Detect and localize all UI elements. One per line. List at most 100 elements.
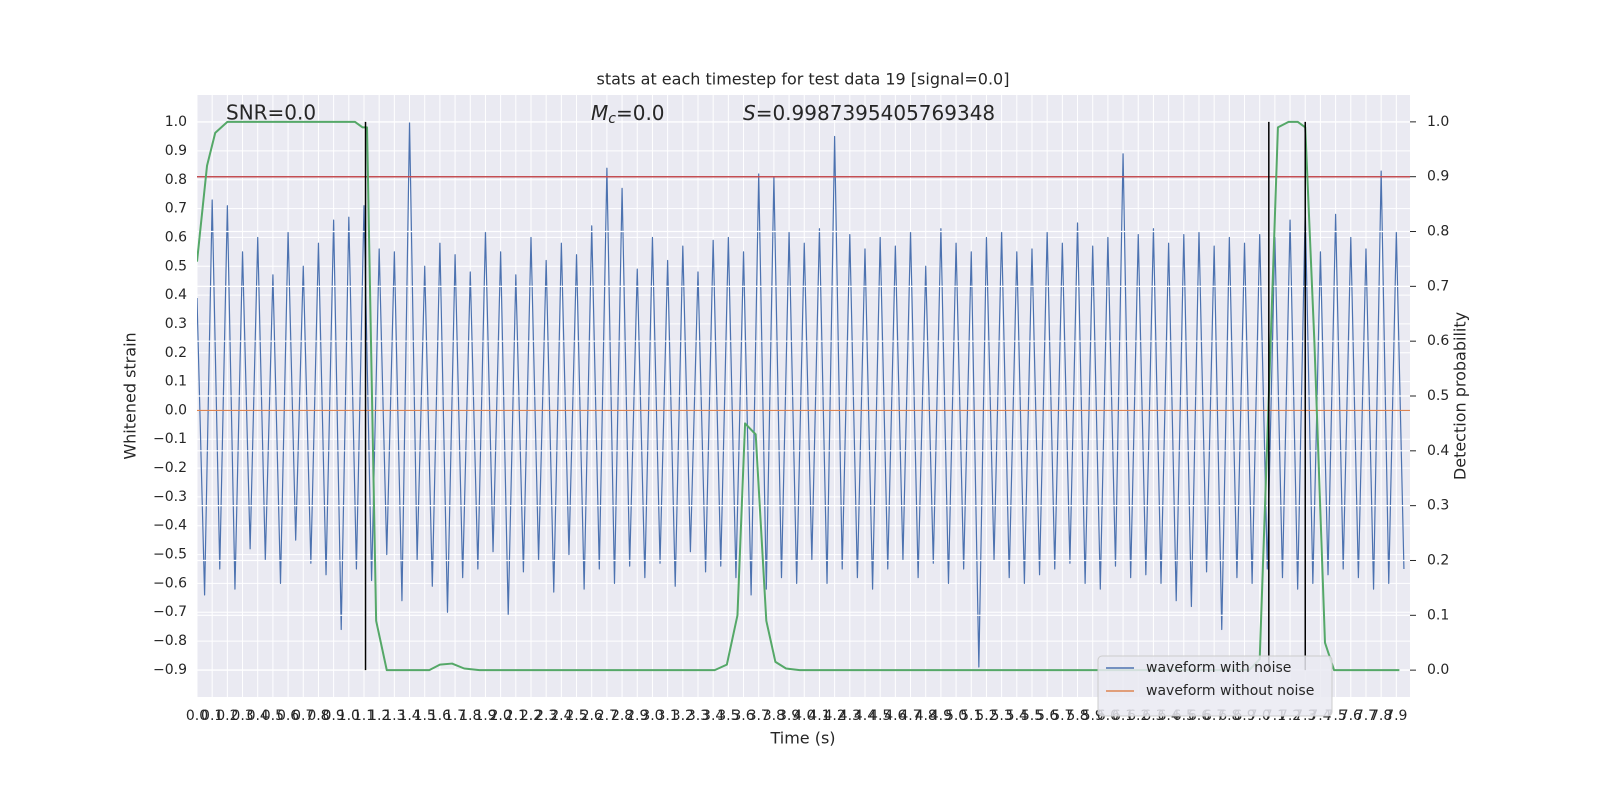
y2-tick-label: 0.7 — [1427, 278, 1449, 294]
y2-tick-label: 0.4 — [1427, 443, 1449, 459]
y-tick-label: −0.3 — [153, 489, 187, 505]
x-tick-label: 3.4 — [702, 708, 724, 724]
y2-tick-label: 0.3 — [1427, 498, 1449, 514]
y-tick-label: −0.5 — [153, 547, 187, 563]
annotation-subscript: c — [608, 111, 616, 127]
series-line — [197, 121, 1405, 668]
x-tick-label: 3.6 — [732, 708, 754, 724]
annotation-text: =0.9987395405769348 — [756, 101, 995, 125]
x-tick-label: 0.8 — [307, 708, 329, 724]
y-tick-label: −0.2 — [153, 460, 187, 476]
y2-tick-label: 0.0 — [1427, 662, 1449, 678]
x-tick-label: 3.5 — [717, 708, 739, 724]
x-axis-label: Time (s) — [769, 729, 835, 748]
x-tick-label: 1.5 — [414, 708, 436, 724]
y-tick-label: −0.8 — [153, 633, 187, 649]
x-tick-label: 1.3 — [383, 708, 405, 724]
x-tick-label: 5.7 — [1051, 708, 1073, 724]
y2-tick-label: 0.9 — [1427, 169, 1449, 185]
x-tick-label: 0.7 — [292, 708, 314, 724]
x-tick-label: 5.8 — [1066, 708, 1088, 724]
y2-tick-label: 0.8 — [1427, 224, 1449, 240]
x-tick-label: 4.7 — [899, 708, 921, 724]
annotation-symbol: S — [743, 101, 756, 125]
y-tick-label: 0.3 — [165, 316, 187, 332]
y-tick-label: 0.5 — [165, 258, 187, 274]
x-tick-label: 1.2 — [368, 708, 390, 724]
x-tick-label: 7.9 — [1385, 708, 1407, 724]
overlay-layer — [197, 120, 1410, 672]
x-tick-label: 1.1 — [353, 708, 375, 724]
y2-tick-label: 0.2 — [1427, 552, 1449, 568]
x-tick-label: 0.5 — [262, 708, 284, 724]
y-tick-label: −0.4 — [153, 518, 187, 534]
x-tick-label: 2.9 — [626, 708, 648, 724]
y-tick-label: 0.2 — [165, 345, 187, 361]
annotation-symbol: M — [591, 101, 608, 125]
y-tick-label: 0.9 — [165, 143, 187, 159]
legend-box — [1097, 655, 1333, 717]
y2-axis-label: Detection probability — [1451, 312, 1470, 480]
x-tick-label: 2.6 — [581, 708, 603, 724]
x-tick-label: 5.0 — [945, 708, 967, 724]
x-tick-label: 7.6 — [1340, 708, 1362, 724]
x-tick-label: 4.1 — [808, 708, 830, 724]
x-tick-label: 4.5 — [869, 708, 891, 724]
legend-label: waveform without noise — [1146, 683, 1314, 699]
x-tick-label: 5.4 — [1006, 708, 1028, 724]
annotation: Mc=0.0 — [591, 101, 665, 128]
y2-tick-label: 1.0 — [1427, 114, 1449, 130]
x-tick-label: 0.6 — [277, 708, 299, 724]
x-tick-label: 0.1 — [201, 708, 223, 724]
x-tick-label: 2.1 — [505, 708, 527, 724]
y-tick-label: −0.1 — [153, 431, 187, 447]
x-tick-label: 2.7 — [596, 708, 618, 724]
x-tick-label: 5.2 — [975, 708, 997, 724]
x-tick-label: 0.4 — [247, 708, 269, 724]
x-tick-label: 2.8 — [611, 708, 633, 724]
y2-tick-label: 0.5 — [1427, 388, 1449, 404]
x-tick-label: 4.8 — [915, 708, 937, 724]
y-tick-label: 0.6 — [165, 229, 187, 245]
x-tick-label: 4.4 — [854, 708, 876, 724]
x-tick-label: 1.7 — [444, 708, 466, 724]
y-tick-label: −0.9 — [153, 662, 187, 678]
x-tick-label: 3.3 — [687, 708, 709, 724]
x-tick-label: 2.5 — [565, 708, 587, 724]
x-tick-label: 4.6 — [884, 708, 906, 724]
x-tick-label: 2.3 — [535, 708, 557, 724]
x-tick-label: 5.6 — [1036, 708, 1058, 724]
x-tick-label: 0.9 — [323, 708, 345, 724]
x-tick-label: 7.7 — [1355, 708, 1377, 724]
y2-tick-label: 0.6 — [1427, 333, 1449, 349]
x-tick-label: 3.9 — [778, 708, 800, 724]
y-axis-label: Whitened strain — [121, 332, 140, 459]
y-tick-label: −0.6 — [153, 575, 187, 591]
x-tick-label: 4.3 — [839, 708, 861, 724]
y-tick-label: 1.0 — [165, 114, 187, 130]
x-tick-label: 1.6 — [429, 708, 451, 724]
x-tick-label: 3.2 — [672, 708, 694, 724]
annotation: SNR=0.0 — [226, 101, 316, 125]
x-tick-label: 0.2 — [216, 708, 238, 724]
y-tick-label: 0.4 — [165, 287, 187, 303]
x-tick-label: 1.9 — [474, 708, 496, 724]
x-tick-label: 3.0 — [641, 708, 663, 724]
legend: waveform with noise waveform without nois… — [1097, 655, 1333, 717]
y2-tick-label: 0.1 — [1427, 607, 1449, 623]
y-tick-label: −0.7 — [153, 604, 187, 620]
x-tick-label: 2.0 — [489, 708, 511, 724]
x-tick-label: 4.0 — [793, 708, 815, 724]
x-tick-label: 5.5 — [1021, 708, 1043, 724]
y-tick-label: 0.8 — [165, 172, 187, 188]
legend-label: waveform with noise — [1146, 660, 1291, 676]
x-tick-label: 2.4 — [550, 708, 572, 724]
x-tick-label: 4.2 — [823, 708, 845, 724]
x-tick-label: 1.4 — [398, 708, 420, 724]
series-line — [197, 120, 1400, 672]
x-tick-label: 0.3 — [231, 708, 253, 724]
x-tick-label: 5.1 — [960, 708, 982, 724]
y-tick-label: 0.1 — [165, 374, 187, 390]
x-tick-label: 3.1 — [656, 708, 678, 724]
